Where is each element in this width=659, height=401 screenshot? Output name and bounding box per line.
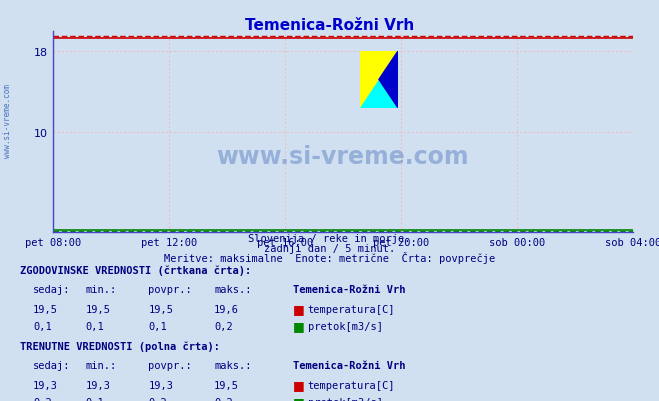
Text: 0,1: 0,1 <box>148 321 167 331</box>
Text: pretok[m3/s]: pretok[m3/s] <box>308 397 383 401</box>
Text: ■: ■ <box>293 319 305 332</box>
Text: ZGODOVINSKE VREDNOSTI (črtkana črta):: ZGODOVINSKE VREDNOSTI (črtkana črta): <box>20 265 251 275</box>
Text: maks.:: maks.: <box>214 360 252 371</box>
Text: 19,5: 19,5 <box>214 380 239 390</box>
Text: www.si-vreme.com: www.si-vreme.com <box>216 144 469 168</box>
Text: povpr.:: povpr.: <box>148 285 192 295</box>
Text: Temenica-Rožni Vrh: Temenica-Rožni Vrh <box>245 18 414 33</box>
Text: 19,5: 19,5 <box>86 304 111 314</box>
Text: 0,1: 0,1 <box>86 321 104 331</box>
Text: maks.:: maks.: <box>214 285 252 295</box>
Text: 0,1: 0,1 <box>33 321 51 331</box>
Text: 19,5: 19,5 <box>33 304 58 314</box>
Text: 19,3: 19,3 <box>33 380 58 390</box>
Text: sedaj:: sedaj: <box>33 285 71 295</box>
Text: www.si-vreme.com: www.si-vreme.com <box>3 83 13 157</box>
Text: 19,6: 19,6 <box>214 304 239 314</box>
Text: temperatura[C]: temperatura[C] <box>308 380 395 390</box>
Text: 0,2: 0,2 <box>148 397 167 401</box>
Text: ■: ■ <box>293 378 305 391</box>
Text: 19,5: 19,5 <box>148 304 173 314</box>
Text: Temenica-Rožni Vrh: Temenica-Rožni Vrh <box>293 285 406 295</box>
Text: povpr.:: povpr.: <box>148 360 192 371</box>
Text: Temenica-Rožni Vrh: Temenica-Rožni Vrh <box>293 360 406 371</box>
Text: min.:: min.: <box>86 360 117 371</box>
Text: 0,2: 0,2 <box>214 397 233 401</box>
Text: ■: ■ <box>293 395 305 401</box>
Text: temperatura[C]: temperatura[C] <box>308 304 395 314</box>
Text: ■: ■ <box>293 302 305 315</box>
Text: 19,3: 19,3 <box>148 380 173 390</box>
Text: pretok[m3/s]: pretok[m3/s] <box>308 321 383 331</box>
Text: Meritve: maksimalne  Enote: metrične  Črta: povprečje: Meritve: maksimalne Enote: metrične Črta… <box>164 251 495 263</box>
Text: 0,1: 0,1 <box>86 397 104 401</box>
Text: zadnji dan / 5 minut.: zadnji dan / 5 minut. <box>264 243 395 253</box>
Text: sedaj:: sedaj: <box>33 360 71 371</box>
Text: 0,2: 0,2 <box>214 321 233 331</box>
Text: Slovenija / reke in morje.: Slovenija / reke in morje. <box>248 234 411 244</box>
Text: 19,3: 19,3 <box>86 380 111 390</box>
Text: 0,2: 0,2 <box>33 397 51 401</box>
Text: TRENUTNE VREDNOSTI (polna črta):: TRENUTNE VREDNOSTI (polna črta): <box>20 341 219 351</box>
Text: min.:: min.: <box>86 285 117 295</box>
